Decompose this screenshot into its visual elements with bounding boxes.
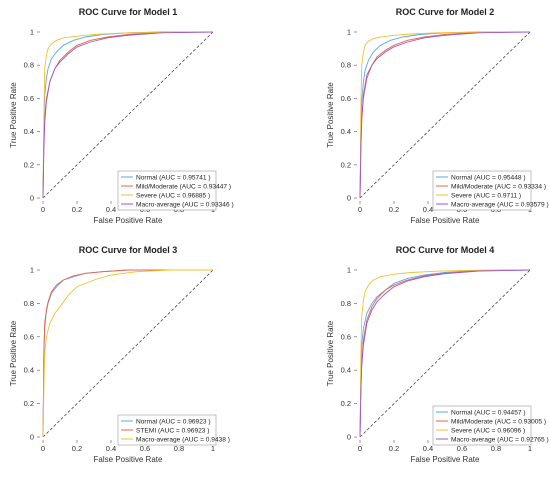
roc-line-series-3	[42, 31, 214, 199]
legend: Normal (AUC = 0.95448 ) Mild/Moderate (AU…	[432, 170, 549, 211]
y-tick-label: 0.6	[24, 332, 34, 341]
y-tick-label: 0	[30, 194, 34, 203]
x-tick-label: 0.6	[140, 444, 150, 453]
y-tick-label: 1	[30, 28, 34, 37]
y-axis-label: True Positive Rate	[326, 82, 335, 148]
legend: Normal (AUC = 0.94457 ) Mild/Moderate (AU…	[432, 405, 549, 446]
chart-title: ROC Curve for Model 1	[79, 7, 178, 17]
legend-label: Macro-average (AUC = 0.93579 )	[451, 201, 549, 208]
y-tick-label: 0.8	[341, 299, 351, 308]
legend: Normal (AUC = 0.96923 ) STEMI (AUC = 0.96…	[117, 414, 230, 446]
x-tick-label: 0.4	[423, 444, 433, 453]
y-tick-label: 0.2	[24, 160, 34, 169]
roc-panel-1: ROC Curve for Model 1 0 0.2 0.4 0.6 0.8 1 0 0.2 0…	[9, 7, 234, 225]
y-axis-label: True Positive Rate	[9, 320, 18, 386]
roc-line-series-3	[359, 31, 531, 199]
legend-label: Normal (AUC = 0.95741 )	[136, 174, 211, 181]
x-tick-label: 0.8	[174, 444, 184, 453]
x-tick-label: 0.4	[106, 205, 116, 214]
legend-box	[432, 170, 532, 211]
roc-panel-2: ROC Curve for Model 2 0 0.2 0.4 0.6 0.8 1 0 0.2 0…	[326, 7, 549, 225]
legend-label: Macro-average (AUC = 0.93346 )	[136, 201, 234, 208]
x-tick-label: 0	[358, 205, 362, 214]
legend-label: Severe (AUC = 0.96885 )	[136, 192, 210, 199]
legend-label: Macro-average (AUC = 0.9438 )	[136, 436, 230, 443]
x-axis-label: False Positive Rate	[411, 216, 480, 225]
x-tick-label: 0.2	[72, 205, 82, 214]
roc-line-series-2	[42, 269, 213, 438]
y-tick-label: 0.4	[24, 366, 34, 375]
x-axis-label: False Positive Rate	[411, 455, 480, 464]
x-tick-label: 0.2	[389, 444, 399, 453]
roc-panel-4: ROC Curve for Model 4 0 0.2 0.4 0.6 0.8 1 0 0.2 0…	[326, 245, 549, 464]
x-tick-label: 1	[528, 444, 532, 453]
x-axis-label: False Positive Rate	[94, 216, 163, 225]
x-tick-label: 0	[41, 444, 45, 453]
x-tick-label: 0.2	[72, 444, 82, 453]
legend-label: Normal (AUC = 0.94457 )	[451, 409, 526, 416]
legend-label: Severe (AUC = 0.96096 )	[451, 427, 525, 434]
legend-label: STEMI (AUC = 0.96923 )	[136, 427, 209, 434]
y-tick-label: 0.8	[24, 299, 34, 308]
y-tick-label: 0	[347, 194, 351, 203]
x-tick-label: 0.8	[491, 444, 501, 453]
roc-line-series-3	[42, 269, 213, 438]
y-tick-label: 0.6	[24, 94, 34, 103]
chart-title: ROC Curve for Model 2	[396, 7, 495, 17]
x-tick-label: 0.6	[457, 444, 467, 453]
chart-title: ROC Curve for Model 4	[396, 245, 495, 255]
y-tick-label: 0	[347, 433, 351, 442]
legend-label: Normal (AUC = 0.96923 )	[136, 418, 211, 425]
y-tick-label: 0.6	[341, 94, 351, 103]
legend-label: Severe (AUC = 0.9711 )	[451, 192, 521, 199]
y-tick-label: 0.4	[24, 127, 34, 136]
chart-title: ROC Curve for Model 3	[79, 245, 178, 255]
legend-box	[117, 170, 217, 211]
legend: Normal (AUC = 0.95741 ) Mild/Moderate (AU…	[117, 170, 234, 211]
y-tick-label: 0.2	[24, 399, 34, 408]
legend-label: Normal (AUC = 0.95448 )	[451, 174, 526, 181]
y-tick-label: 1	[347, 28, 351, 37]
roc-line-series-4	[359, 31, 531, 199]
roc-line-series-1	[359, 269, 531, 438]
legend-label: Mild/Moderate (AUC = 0.93447 )	[136, 183, 231, 190]
y-tick-label: 0.4	[341, 127, 351, 136]
legend-box	[117, 414, 217, 446]
y-axis-label: True Positive Rate	[326, 320, 335, 386]
y-tick-label: 0	[30, 433, 34, 442]
y-tick-label: 1	[347, 266, 351, 275]
x-tick-label: 1	[211, 444, 215, 453]
x-tick-label: 0	[358, 444, 362, 453]
y-tick-label: 0.8	[341, 61, 351, 70]
roc-line-series-4	[42, 31, 214, 199]
legend-label: Mild/Moderate (AUC = 0.93005 )	[451, 418, 546, 425]
x-tick-label: 0.2	[389, 205, 399, 214]
x-tick-label: 0	[41, 205, 45, 214]
legend-label: Mild/Moderate (AUC = 0.93334 )	[451, 183, 546, 190]
roc-panel-3: ROC Curve for Model 3 0 0.2 0.4 0.6 0.8 1 0 0.2 0…	[9, 245, 230, 464]
x-axis-label: False Positive Rate	[94, 455, 163, 464]
roc-line-series-3	[359, 269, 531, 438]
y-axis-label: True Positive Rate	[9, 82, 18, 148]
y-tick-label: 0.4	[341, 366, 351, 375]
legend-label: Macro-average (AUC = 0.92765 )	[451, 436, 549, 443]
roc-line-series-4	[359, 269, 531, 438]
y-tick-label: 0.2	[341, 160, 351, 169]
x-tick-label: 0.4	[106, 444, 116, 453]
y-tick-label: 0.8	[24, 61, 34, 70]
legend-box	[432, 405, 532, 446]
x-tick-label: 0.4	[423, 205, 433, 214]
y-tick-label: 1	[30, 266, 34, 275]
y-tick-label: 0.6	[341, 332, 351, 341]
y-tick-label: 0.2	[341, 399, 351, 408]
